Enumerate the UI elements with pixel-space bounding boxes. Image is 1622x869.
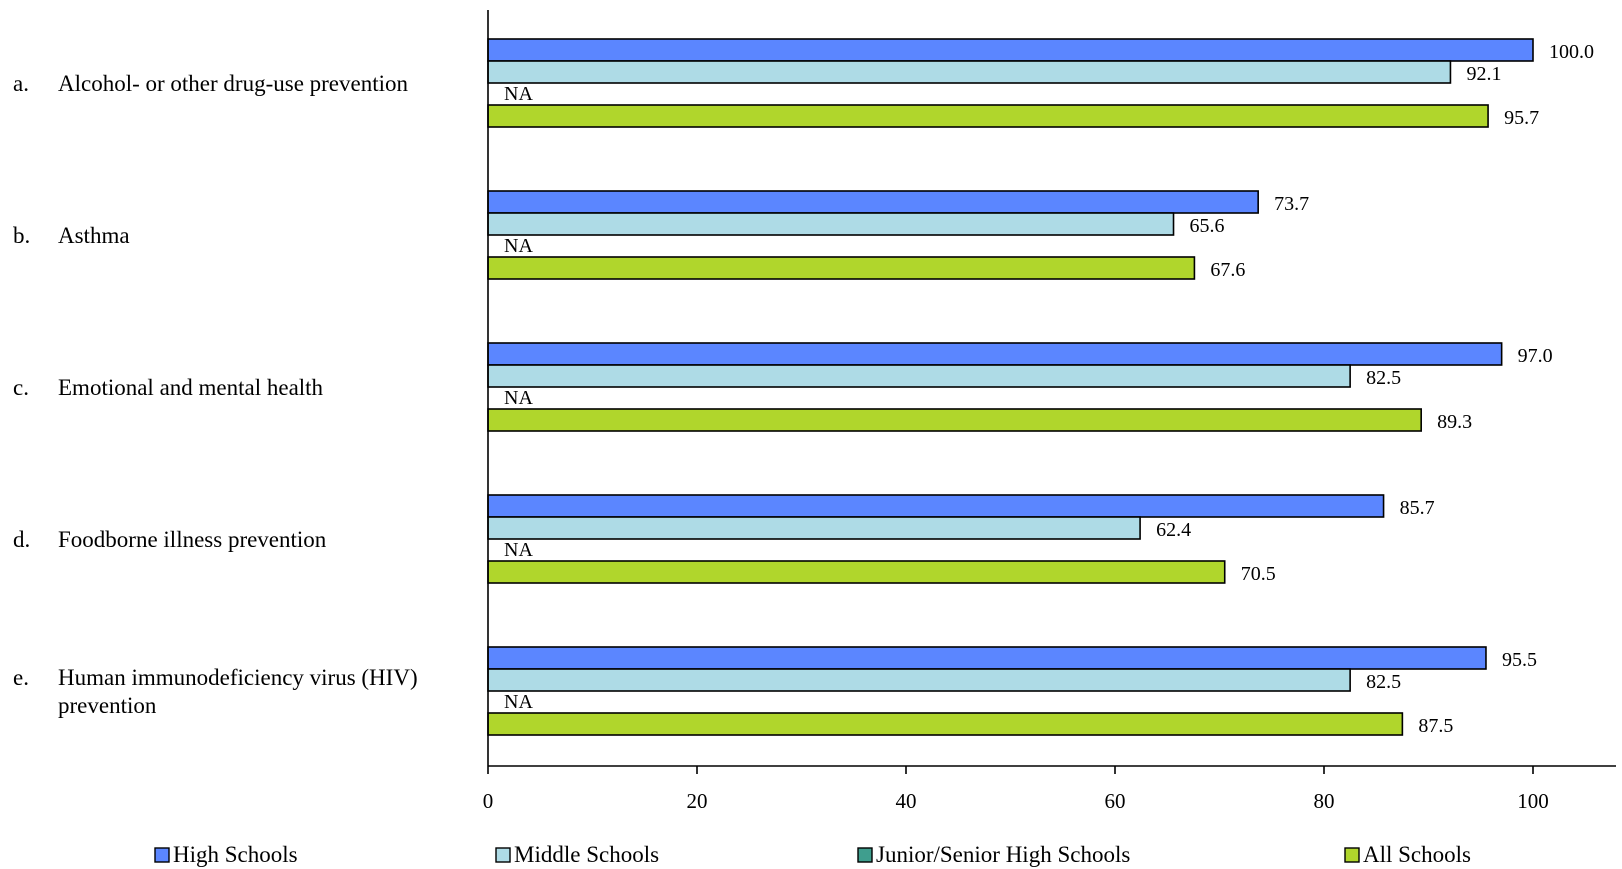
legend-label: All Schools xyxy=(1363,842,1471,867)
data-label: 97.0 xyxy=(1518,345,1553,367)
category-label: prevention xyxy=(58,693,157,718)
category-letter: a. xyxy=(13,71,29,96)
legend-label: Junior/Senior High Schools xyxy=(876,842,1130,867)
bar-all-schools xyxy=(487,712,1404,736)
legend-label: High Schools xyxy=(173,842,298,867)
legend-label: Middle Schools xyxy=(514,842,659,867)
category-letter: d. xyxy=(13,527,30,552)
bar-high-schools xyxy=(487,494,1385,518)
data-label: 95.5 xyxy=(1502,649,1537,671)
na-label: NA xyxy=(504,235,533,257)
bar-middle-schools xyxy=(487,516,1141,540)
bar-middle-schools xyxy=(487,60,1452,84)
bar-high-schools xyxy=(487,646,1487,670)
x-tick-label: 20 xyxy=(687,789,708,813)
na-label: NA xyxy=(504,83,533,105)
na-label: NA xyxy=(504,387,533,409)
bar-high-schools xyxy=(487,38,1534,62)
data-label: 100.0 xyxy=(1549,41,1594,63)
category-label: Emotional and mental health xyxy=(58,375,324,400)
data-label: 82.5 xyxy=(1366,367,1401,389)
category-label: Human immunodeficiency virus (HIV) xyxy=(58,665,418,690)
category-letter: c. xyxy=(13,375,29,400)
data-label: 85.7 xyxy=(1400,497,1435,519)
data-label: 65.6 xyxy=(1190,215,1225,237)
category-letter: e. xyxy=(13,665,29,690)
data-label: 87.5 xyxy=(1418,715,1453,737)
category-label: Asthma xyxy=(58,223,130,248)
category-labels: a. Alcohol- or other drug-use prevention b… xyxy=(13,71,418,718)
na-label: NA xyxy=(504,539,533,561)
x-tick-label: 40 xyxy=(896,789,917,813)
data-label: 67.6 xyxy=(1210,259,1245,281)
bar-all-schools xyxy=(487,560,1226,584)
legend: High Schools Middle Schools Junior/Senior … xyxy=(154,842,1471,867)
legend-swatch-high-schools xyxy=(154,847,170,863)
data-label: 92.1 xyxy=(1466,63,1501,85)
legend-swatch-middle-schools xyxy=(495,847,511,863)
x-tick-label: 100 xyxy=(1517,789,1549,813)
bar-high-schools xyxy=(487,342,1503,366)
category-label: Alcohol- or other drug-use prevention xyxy=(58,71,409,96)
bar-middle-schools xyxy=(487,668,1351,692)
bars: 100.0 92.1 NA 95.7 73.7 65.6 NA 67.6 97.0 82.5 NA 8… xyxy=(487,38,1594,737)
bar-high-schools xyxy=(487,190,1259,214)
legend-swatch-all-schools xyxy=(1344,847,1360,863)
data-label: 89.3 xyxy=(1437,411,1472,433)
data-label: 70.5 xyxy=(1241,563,1276,585)
x-tick-label: 0 xyxy=(483,789,494,813)
x-tick-label: 80 xyxy=(1314,789,1335,813)
bar-middle-schools xyxy=(487,364,1351,388)
x-tick-label: 60 xyxy=(1105,789,1126,813)
data-label: 62.4 xyxy=(1156,519,1191,541)
category-label: Foodborne illness prevention xyxy=(58,527,327,552)
bar-all-schools xyxy=(487,256,1196,280)
data-label: 82.5 xyxy=(1366,671,1401,693)
data-label: 95.7 xyxy=(1504,107,1539,129)
bar-all-schools xyxy=(487,408,1422,432)
legend-swatch-junior-senior-high-schools xyxy=(857,847,873,863)
bar-middle-schools xyxy=(487,212,1175,236)
na-label: NA xyxy=(504,691,533,713)
bar-all-schools xyxy=(487,104,1489,128)
data-label: 73.7 xyxy=(1274,193,1309,215)
category-letter: b. xyxy=(13,223,30,248)
x-axis: 0 20 40 60 80 100 xyxy=(483,10,1616,813)
